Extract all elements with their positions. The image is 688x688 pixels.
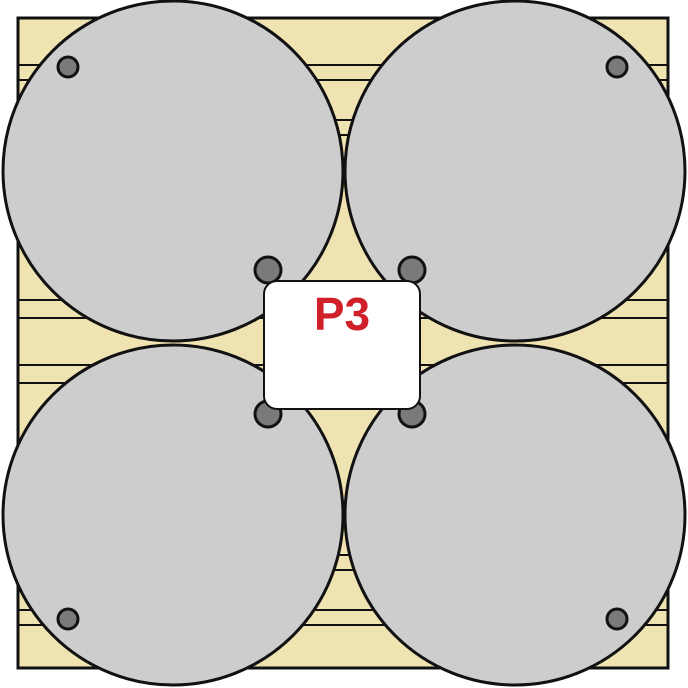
bolt-icon (605, 607, 629, 631)
pallet-label-card: P3 (263, 280, 421, 410)
drum-bottom-right (343, 343, 687, 687)
bolt-icon (605, 55, 629, 79)
drum-top-right (343, 0, 687, 343)
drum-bottom-left (1, 343, 345, 687)
center-bolt-caps (253, 255, 427, 429)
bolt-icon (56, 607, 80, 631)
pallet-label: P3 (313, 288, 371, 340)
drum-top-left (1, 0, 345, 343)
corner-bolts (56, 55, 629, 631)
bolt-icon (56, 55, 80, 79)
